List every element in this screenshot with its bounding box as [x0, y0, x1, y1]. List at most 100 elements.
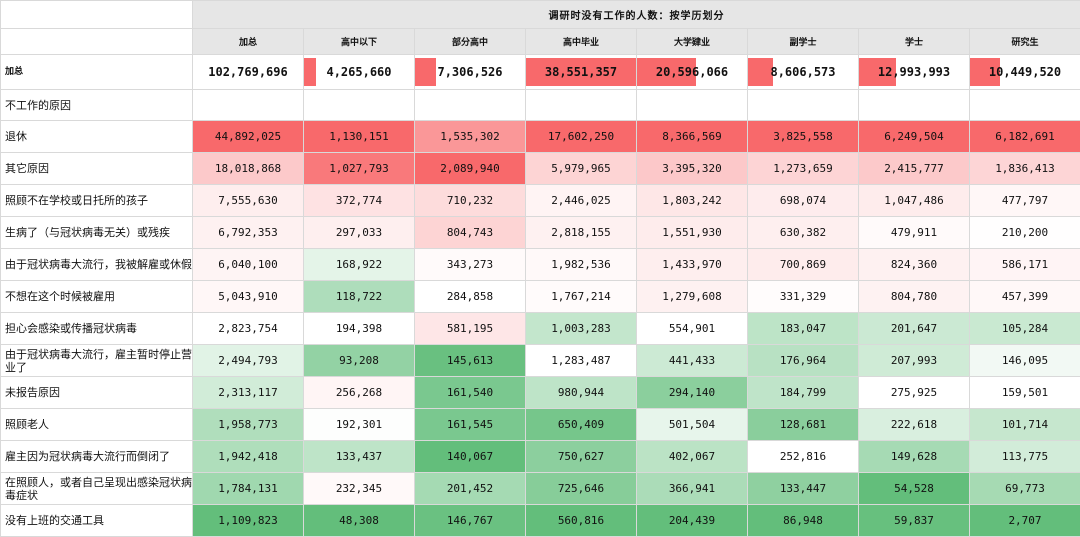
total-value: 10,449,520: [989, 65, 1061, 79]
value-cell: 1,283,487: [526, 345, 637, 377]
value-cell: 698,074: [748, 185, 859, 217]
value-cell: 210,200: [970, 217, 1080, 249]
value-cell: 2,446,025: [526, 185, 637, 217]
value-cell: 6,792,353: [193, 217, 304, 249]
value-cell: 750,627: [526, 441, 637, 473]
value-cell: 710,232: [415, 185, 526, 217]
value-cell: 1,027,793: [304, 153, 415, 185]
total-cell: 38,551,357: [526, 55, 637, 90]
total-value: 12,993,993: [878, 65, 950, 79]
value-cell: 86,948: [748, 505, 859, 537]
table-title: 调研时没有工作的人数：按学历划分: [193, 1, 1080, 29]
total-cell: 10,449,520: [970, 55, 1080, 90]
value-cell: 1,551,930: [637, 217, 748, 249]
value-cell: 700,869: [748, 249, 859, 281]
column-header: 大学肄业: [637, 29, 748, 55]
value-cell: 184,799: [748, 377, 859, 409]
value-cell: 161,540: [415, 377, 526, 409]
value-cell: 101,714: [970, 409, 1080, 441]
value-cell: 54,528: [859, 473, 970, 505]
column-header: 高中毕业: [526, 29, 637, 55]
value-cell: 1,279,608: [637, 281, 748, 313]
section-blank-cell: [637, 90, 748, 121]
section-blank-cell: [193, 90, 304, 121]
value-cell: 457,399: [970, 281, 1080, 313]
value-cell: 1,047,486: [859, 185, 970, 217]
value-cell: 1,535,302: [415, 121, 526, 153]
value-cell: 118,722: [304, 281, 415, 313]
total-cell: 4,265,660: [304, 55, 415, 90]
title-row: 调研时没有工作的人数：按学历划分: [1, 1, 1080, 29]
value-cell: 8,366,569: [637, 121, 748, 153]
value-cell: 479,911: [859, 217, 970, 249]
value-cell: 232,345: [304, 473, 415, 505]
value-cell: 18,018,868: [193, 153, 304, 185]
value-cell: 1,273,659: [748, 153, 859, 185]
total-value: 8,606,573: [770, 65, 835, 79]
value-cell: 650,409: [526, 409, 637, 441]
total-cell: 102,769,696: [193, 55, 304, 90]
row-label: 由于冠状病毒大流行，我被解雇或休假: [1, 249, 193, 281]
header-corner-cell: [1, 29, 193, 55]
value-cell: 252,816: [748, 441, 859, 473]
value-cell: 204,439: [637, 505, 748, 537]
value-cell: 168,922: [304, 249, 415, 281]
value-cell: 1,942,418: [193, 441, 304, 473]
value-cell: 402,067: [637, 441, 748, 473]
total-data-bar: [415, 58, 436, 86]
section-row: 不工作的原因: [1, 90, 1080, 121]
value-cell: 2,494,793: [193, 345, 304, 377]
value-cell: 1,803,242: [637, 185, 748, 217]
row-label: 不想在这个时候被雇用: [1, 281, 193, 313]
value-cell: 725,646: [526, 473, 637, 505]
value-cell: 294,140: [637, 377, 748, 409]
value-cell: 256,268: [304, 377, 415, 409]
value-cell: 6,249,504: [859, 121, 970, 153]
value-cell: 1,767,214: [526, 281, 637, 313]
row-label: 生病了（与冠状病毒无关）或残疾: [1, 217, 193, 249]
value-cell: 284,858: [415, 281, 526, 313]
value-cell: 7,555,630: [193, 185, 304, 217]
column-header-row: 加总高中以下部分高中高中毕业大学肄业副学士学士研究生: [1, 29, 1080, 55]
value-cell: 5,979,965: [526, 153, 637, 185]
value-cell: 824,360: [859, 249, 970, 281]
value-cell: 501,504: [637, 409, 748, 441]
value-cell: 980,944: [526, 377, 637, 409]
column-header: 高中以下: [304, 29, 415, 55]
value-cell: 2,089,940: [415, 153, 526, 185]
value-cell: 343,273: [415, 249, 526, 281]
value-cell: 59,837: [859, 505, 970, 537]
row-label: 在照顾人，或者自己呈现出感染冠状病毒症状: [1, 473, 193, 505]
value-cell: 1,784,131: [193, 473, 304, 505]
value-cell: 804,743: [415, 217, 526, 249]
value-cell: 207,993: [859, 345, 970, 377]
total-value: 20,596,066: [656, 65, 728, 79]
total-label: 加总: [1, 55, 193, 90]
value-cell: 2,818,155: [526, 217, 637, 249]
section-blank-cell: [970, 90, 1080, 121]
value-cell: 477,797: [970, 185, 1080, 217]
row-label: 由于冠状病毒大流行，雇主暂时停止营业了: [1, 345, 193, 377]
total-value: 4,265,660: [326, 65, 391, 79]
value-cell: 149,628: [859, 441, 970, 473]
section-blank-cell: [415, 90, 526, 121]
row-label: 担心会感染或传播冠状病毒: [1, 313, 193, 345]
column-header: 部分高中: [415, 29, 526, 55]
value-cell: 560,816: [526, 505, 637, 537]
value-cell: 201,647: [859, 313, 970, 345]
value-cell: 2,415,777: [859, 153, 970, 185]
total-data-bar: [748, 58, 773, 86]
total-cell: 12,993,993: [859, 55, 970, 90]
value-cell: 44,892,025: [193, 121, 304, 153]
value-cell: 6,182,691: [970, 121, 1080, 153]
value-cell: 48,308: [304, 505, 415, 537]
value-cell: 2,823,754: [193, 313, 304, 345]
column-header: 研究生: [970, 29, 1080, 55]
